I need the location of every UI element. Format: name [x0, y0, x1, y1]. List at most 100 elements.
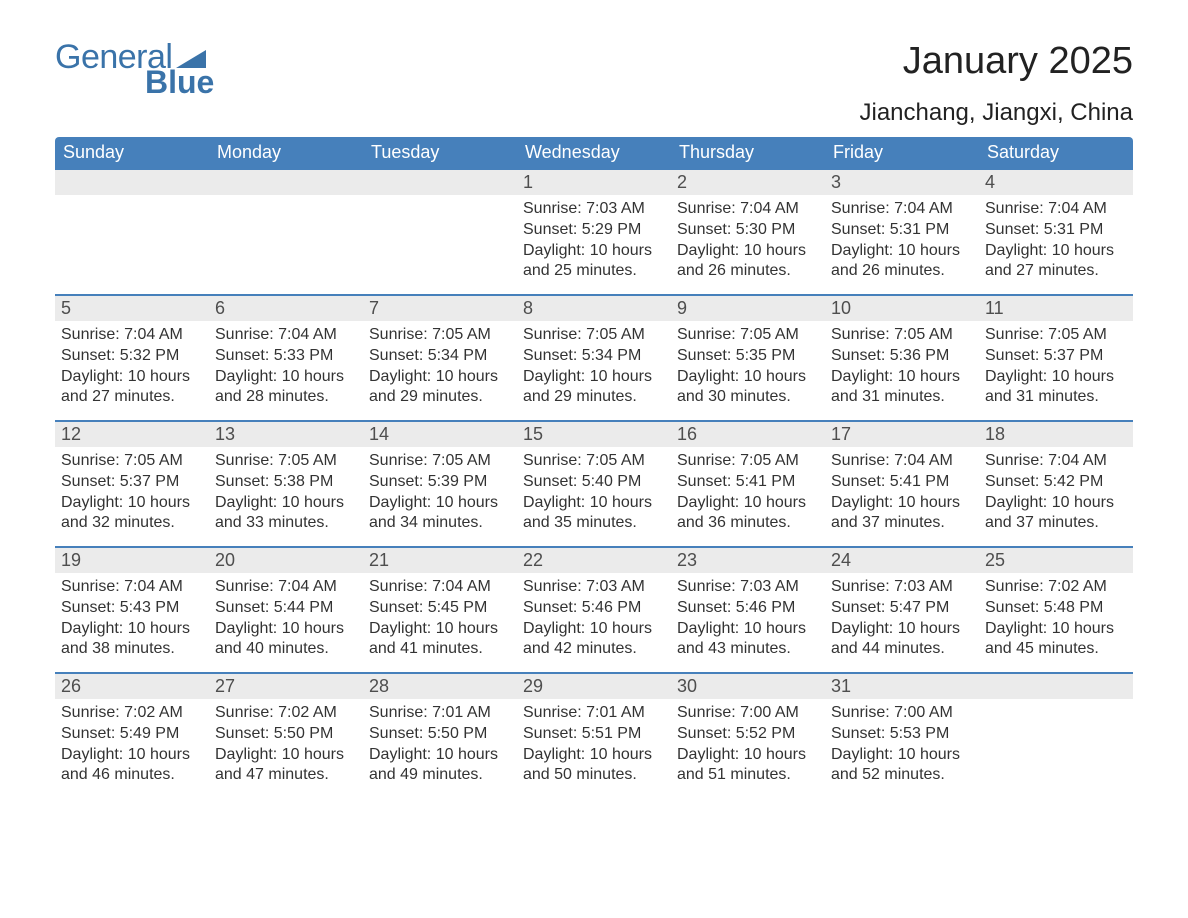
- day-number: 6: [209, 296, 363, 321]
- sunrise-text: Sunrise: 7:04 AM: [215, 325, 357, 346]
- daylight-text: Daylight: 10 hours and 29 minutes.: [369, 367, 511, 409]
- daylight-text: Daylight: 10 hours and 26 minutes.: [677, 241, 819, 283]
- daylight-text: Daylight: 10 hours and 33 minutes.: [215, 493, 357, 535]
- sunset-text: Sunset: 5:52 PM: [677, 724, 819, 745]
- day-details: Sunrise: 7:03 AMSunset: 5:46 PMDaylight:…: [671, 573, 825, 664]
- day-details: Sunrise: 7:05 AMSunset: 5:36 PMDaylight:…: [825, 321, 979, 412]
- daylight-text: Daylight: 10 hours and 36 minutes.: [677, 493, 819, 535]
- location-label: Jianchang, Jiangxi, China: [859, 99, 1133, 127]
- sunset-text: Sunset: 5:46 PM: [523, 598, 665, 619]
- day-number: 19: [55, 548, 209, 573]
- day-details: Sunrise: 7:05 AMSunset: 5:37 PMDaylight:…: [55, 447, 209, 538]
- day-number: 12: [55, 422, 209, 447]
- day-details: Sunrise: 7:05 AMSunset: 5:40 PMDaylight:…: [517, 447, 671, 538]
- day-number: 16: [671, 422, 825, 447]
- calendar-week-row: 19Sunrise: 7:04 AMSunset: 5:43 PMDayligh…: [55, 547, 1133, 673]
- day-number: 7: [363, 296, 517, 321]
- sunset-text: Sunset: 5:38 PM: [215, 472, 357, 493]
- day-number: 27: [209, 674, 363, 699]
- day-number: 22: [517, 548, 671, 573]
- day-details: Sunrise: 7:00 AMSunset: 5:53 PMDaylight:…: [825, 699, 979, 790]
- day-number-empty: [209, 170, 363, 195]
- day-details: Sunrise: 7:02 AMSunset: 5:50 PMDaylight:…: [209, 699, 363, 790]
- sunset-text: Sunset: 5:48 PM: [985, 598, 1127, 619]
- day-number: 14: [363, 422, 517, 447]
- day-number-empty: [979, 674, 1133, 699]
- sunset-text: Sunset: 5:40 PM: [523, 472, 665, 493]
- day-details: Sunrise: 7:04 AMSunset: 5:31 PMDaylight:…: [979, 195, 1133, 286]
- sunset-text: Sunset: 5:29 PM: [523, 220, 665, 241]
- day-number: 8: [517, 296, 671, 321]
- sunrise-text: Sunrise: 7:05 AM: [369, 451, 511, 472]
- sunset-text: Sunset: 5:50 PM: [369, 724, 511, 745]
- day-header: Sunday: [55, 137, 209, 169]
- daylight-text: Daylight: 10 hours and 31 minutes.: [985, 367, 1127, 409]
- calendar-day-cell: 2Sunrise: 7:04 AMSunset: 5:30 PMDaylight…: [671, 169, 825, 295]
- sunrise-text: Sunrise: 7:05 AM: [677, 325, 819, 346]
- day-details: Sunrise: 7:05 AMSunset: 5:34 PMDaylight:…: [517, 321, 671, 412]
- day-header: Thursday: [671, 137, 825, 169]
- calendar-day-cell: [979, 673, 1133, 799]
- sunrise-text: Sunrise: 7:04 AM: [985, 199, 1127, 220]
- calendar-day-cell: 28Sunrise: 7:01 AMSunset: 5:50 PMDayligh…: [363, 673, 517, 799]
- day-details: Sunrise: 7:05 AMSunset: 5:37 PMDaylight:…: [979, 321, 1133, 412]
- day-details: Sunrise: 7:01 AMSunset: 5:50 PMDaylight:…: [363, 699, 517, 790]
- daylight-text: Daylight: 10 hours and 49 minutes.: [369, 745, 511, 787]
- sunrise-text: Sunrise: 7:04 AM: [831, 451, 973, 472]
- header: General Blue January 2025 Jianchang, Jia…: [55, 40, 1133, 137]
- sunrise-text: Sunrise: 7:05 AM: [369, 325, 511, 346]
- calendar-day-cell: [209, 169, 363, 295]
- day-details: Sunrise: 7:04 AMSunset: 5:43 PMDaylight:…: [55, 573, 209, 664]
- day-header-row: Sunday Monday Tuesday Wednesday Thursday…: [55, 137, 1133, 169]
- calendar-day-cell: 14Sunrise: 7:05 AMSunset: 5:39 PMDayligh…: [363, 421, 517, 547]
- sunrise-text: Sunrise: 7:05 AM: [523, 325, 665, 346]
- sunset-text: Sunset: 5:34 PM: [369, 346, 511, 367]
- calendar-day-cell: 11Sunrise: 7:05 AMSunset: 5:37 PMDayligh…: [979, 295, 1133, 421]
- calendar-day-cell: 1Sunrise: 7:03 AMSunset: 5:29 PMDaylight…: [517, 169, 671, 295]
- sunset-text: Sunset: 5:37 PM: [985, 346, 1127, 367]
- sunrise-text: Sunrise: 7:05 AM: [61, 451, 203, 472]
- day-header: Monday: [209, 137, 363, 169]
- daylight-text: Daylight: 10 hours and 35 minutes.: [523, 493, 665, 535]
- day-details: Sunrise: 7:04 AMSunset: 5:42 PMDaylight:…: [979, 447, 1133, 538]
- daylight-text: Daylight: 10 hours and 47 minutes.: [215, 745, 357, 787]
- day-number: 24: [825, 548, 979, 573]
- daylight-text: Daylight: 10 hours and 52 minutes.: [831, 745, 973, 787]
- daylight-text: Daylight: 10 hours and 44 minutes.: [831, 619, 973, 661]
- sunset-text: Sunset: 5:42 PM: [985, 472, 1127, 493]
- sunrise-text: Sunrise: 7:04 AM: [61, 325, 203, 346]
- sunset-text: Sunset: 5:47 PM: [831, 598, 973, 619]
- sunrise-text: Sunrise: 7:03 AM: [523, 577, 665, 598]
- calendar-day-cell: 21Sunrise: 7:04 AMSunset: 5:45 PMDayligh…: [363, 547, 517, 673]
- day-number: 4: [979, 170, 1133, 195]
- sunrise-text: Sunrise: 7:02 AM: [61, 703, 203, 724]
- day-number-empty: [55, 170, 209, 195]
- day-number: 20: [209, 548, 363, 573]
- daylight-text: Daylight: 10 hours and 27 minutes.: [985, 241, 1127, 283]
- day-number: 15: [517, 422, 671, 447]
- day-details: Sunrise: 7:05 AMSunset: 5:34 PMDaylight:…: [363, 321, 517, 412]
- sunset-text: Sunset: 5:49 PM: [61, 724, 203, 745]
- calendar-day-cell: 19Sunrise: 7:04 AMSunset: 5:43 PMDayligh…: [55, 547, 209, 673]
- calendar-day-cell: 13Sunrise: 7:05 AMSunset: 5:38 PMDayligh…: [209, 421, 363, 547]
- sunset-text: Sunset: 5:46 PM: [677, 598, 819, 619]
- day-number: 21: [363, 548, 517, 573]
- calendar-week-row: 5Sunrise: 7:04 AMSunset: 5:32 PMDaylight…: [55, 295, 1133, 421]
- calendar-day-cell: 4Sunrise: 7:04 AMSunset: 5:31 PMDaylight…: [979, 169, 1133, 295]
- calendar-day-cell: 22Sunrise: 7:03 AMSunset: 5:46 PMDayligh…: [517, 547, 671, 673]
- daylight-text: Daylight: 10 hours and 31 minutes.: [831, 367, 973, 409]
- sunrise-text: Sunrise: 7:04 AM: [215, 577, 357, 598]
- sunset-text: Sunset: 5:50 PM: [215, 724, 357, 745]
- calendar-day-cell: 31Sunrise: 7:00 AMSunset: 5:53 PMDayligh…: [825, 673, 979, 799]
- day-details: Sunrise: 7:00 AMSunset: 5:52 PMDaylight:…: [671, 699, 825, 790]
- daylight-text: Daylight: 10 hours and 29 minutes.: [523, 367, 665, 409]
- sunrise-text: Sunrise: 7:03 AM: [831, 577, 973, 598]
- day-details: Sunrise: 7:04 AMSunset: 5:44 PMDaylight:…: [209, 573, 363, 664]
- day-number: 29: [517, 674, 671, 699]
- sunset-text: Sunset: 5:36 PM: [831, 346, 973, 367]
- sunset-text: Sunset: 5:37 PM: [61, 472, 203, 493]
- sunrise-text: Sunrise: 7:04 AM: [677, 199, 819, 220]
- day-number: 25: [979, 548, 1133, 573]
- daylight-text: Daylight: 10 hours and 37 minutes.: [831, 493, 973, 535]
- sunrise-text: Sunrise: 7:00 AM: [677, 703, 819, 724]
